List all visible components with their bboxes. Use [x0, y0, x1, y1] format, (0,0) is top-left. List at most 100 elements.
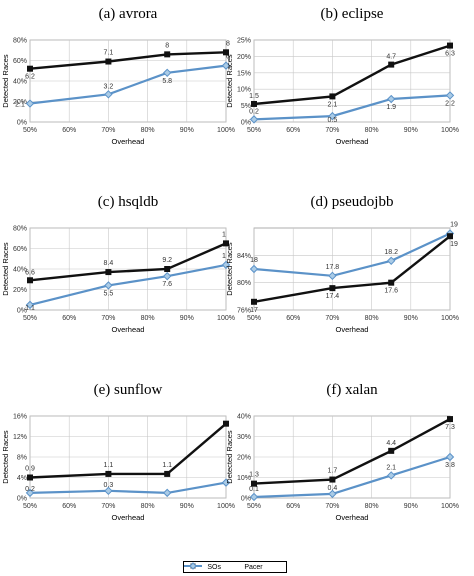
chart-6-xtick-label: 80% [365, 503, 379, 510]
chart-1-series-sos-line [29, 51, 227, 70]
chart-1-xtick-label: 80% [141, 127, 155, 134]
chart-1-ytick-label: 0% [17, 120, 27, 127]
chart-2-sos-data-label: 4.7 [386, 54, 396, 61]
chart-3-xtick-label: 80% [141, 315, 155, 322]
chart-3-pacer-data-label: 5.5 [104, 290, 114, 297]
chart-4-xtick-label: 50% [247, 315, 261, 322]
legend-item-sos: SOs [184, 563, 221, 571]
chart-4-xtick-label: 90% [404, 315, 418, 322]
chart-1-xtick-label: 100% [217, 127, 235, 134]
chart-3-sos-data-label: 8.4 [104, 260, 114, 267]
chart-5-ytick-label: 12% [13, 434, 27, 441]
chart-1-pacer-point [162, 68, 172, 78]
chart-2-sos-point [329, 93, 336, 100]
chart-3-ytick-label: 20% [13, 287, 27, 294]
chart-3-xaxis-title: Overhead [112, 325, 145, 334]
chart-1-sos-point [27, 65, 33, 72]
chart-5-title: (e) sunflow [94, 382, 163, 398]
chart-2-pacer-point [249, 115, 259, 124]
chart-4-xtick-label: 80% [365, 315, 379, 322]
chart-3-yaxis-title: Detected Races [1, 242, 10, 296]
chart-6-pacer-point [249, 492, 259, 502]
chart-4-ytick-label: 84% [237, 253, 251, 260]
chart-2-ytick-label: 25% [237, 38, 251, 45]
chart-2-xaxis-title: Overhead [336, 137, 369, 146]
chart-4-sos-data-label: 19 [450, 241, 458, 248]
chart-1-sos-point [223, 49, 229, 56]
chart-3-ytick-label: 80% [13, 226, 27, 233]
chart-4-xaxis-title: Overhead [336, 325, 369, 334]
chart-1-pacer-point [104, 90, 113, 99]
chart-1-xtick-label: 70% [101, 127, 115, 134]
chart-4-series-sos-line [253, 235, 451, 303]
chart-6-ytick-label: 40% [237, 414, 251, 421]
chart-6-pacer-point [328, 489, 337, 499]
chart-1-pacer-data-label: 6 [226, 54, 230, 61]
chart-2-ytick-label: 5% [241, 103, 251, 110]
chart-6-xtick-label: 60% [286, 503, 300, 510]
chart-5-xtick-label: 60% [62, 503, 76, 510]
chart-5-ytick-label: 0% [17, 496, 27, 503]
chart-2-xtick-label: 60% [286, 127, 300, 134]
chart-1-xtick-label: 90% [180, 127, 194, 134]
chart-6-sos-data-label: 4.4 [386, 440, 396, 447]
chart-1-pacer-data-label: 2.1 [15, 102, 25, 109]
chart-5-xtick-label: 90% [180, 503, 194, 510]
chart-5-sos-point [164, 470, 171, 477]
chart-2-pacer-point [328, 111, 337, 121]
chart-6-pacer-data-label: 0.1 [249, 486, 259, 493]
chart-2-ytick-label: 0% [241, 120, 251, 127]
chart-5-xtick-label: 100% [217, 503, 235, 510]
chart-4-sos-point [329, 285, 336, 292]
chart-6-ytick-label: 10% [237, 475, 251, 482]
chart-3-pacer-point [221, 260, 231, 270]
legend-item-pacer: Pacer [184, 562, 263, 571]
chart-4-sos-point [251, 298, 257, 305]
chart-2-pacer-data-label: 0.2 [249, 108, 259, 115]
chart-4-xtick-label: 100% [441, 315, 459, 322]
chart-1-sos-data-label: 7.1 [104, 50, 114, 57]
chart-5-xtick-label: 70% [101, 503, 115, 510]
chart-2-pacer-data-label: 1.9 [386, 104, 396, 111]
chart-3-pacer-data-label: 1.1 [25, 305, 35, 312]
chart-4-pacer-data-label: 18.2 [384, 249, 398, 256]
chart-4-sos-data-label: 17.6 [384, 288, 398, 295]
chart-2-xtick-label: 70% [325, 127, 339, 134]
chart-3-sos-point [105, 269, 112, 276]
chart-6-ytick-label: 20% [237, 455, 251, 462]
chart-4-pacer-point [386, 256, 396, 266]
chart-1-ytick-label: 60% [13, 58, 27, 65]
chart-5-pacer-point [25, 488, 35, 498]
chart-3-xtick-label: 60% [62, 315, 76, 322]
chart-1-sos-data-label: 8 [226, 40, 230, 47]
chart-3-sos-point [223, 240, 229, 247]
chart-3-pacer-data-label: 1 [222, 253, 226, 260]
chart-2-title: (b) eclipse [321, 6, 384, 22]
chart-6-sos-point [447, 416, 453, 423]
chart-2-ytick-label: 20% [237, 54, 251, 61]
chart-6-sos-data-label: 7.3 [445, 424, 455, 431]
chart-3-pacer-point [162, 271, 172, 281]
chart-5-sos-data-label: 1.1 [162, 462, 172, 469]
chart-6-pacer-data-label: 2.1 [386, 464, 396, 471]
chart-5-ytick-label: 8% [17, 455, 27, 462]
chart-1-sos-point [105, 58, 112, 65]
chart-2-series-sos-line [253, 44, 451, 106]
chart-2-pacer-point [445, 91, 455, 100]
chart-3-sos-data-label: 6.6 [25, 269, 35, 276]
chart-1-ytick-label: 20% [13, 99, 27, 106]
chart-3-sos-data-label: 9.2 [162, 257, 172, 264]
chart-5-series-pacer-line [29, 481, 227, 495]
chart-5-yaxis-title: Detected Races [1, 430, 10, 484]
chart-2-series-pacer-line [253, 94, 451, 121]
chart-1-xaxis-title: Overhead [112, 137, 145, 146]
chart-4-sos-point [447, 233, 453, 240]
chart-2-xtick-label: 100% [441, 127, 459, 134]
chart-5-ytick-label: 16% [13, 414, 27, 421]
chart-1-xtick-label: 60% [62, 127, 76, 134]
chart-6-pacer-point [445, 452, 455, 462]
chart-6-xtick-label: 90% [404, 503, 418, 510]
chart-2-sos-point [251, 100, 257, 107]
